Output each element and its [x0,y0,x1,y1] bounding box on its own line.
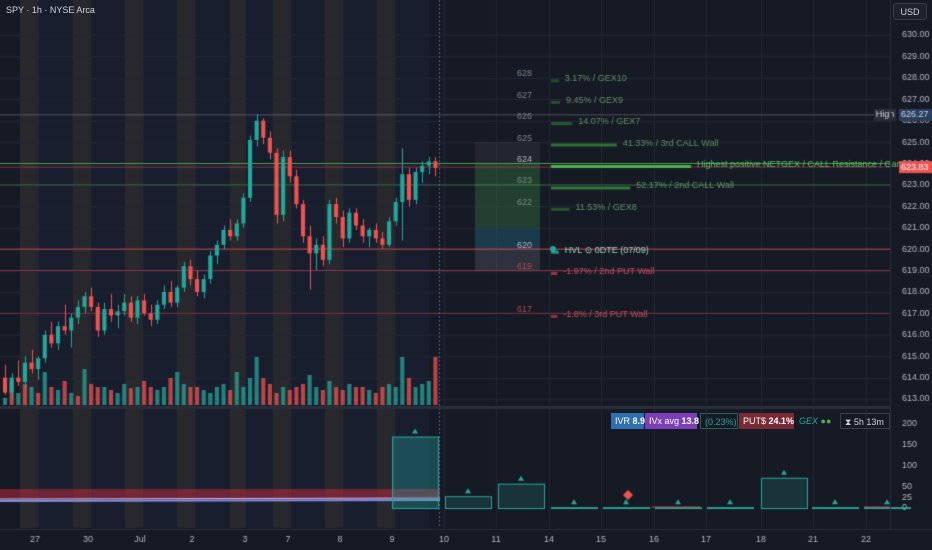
gex-dot-icon: ● [820,416,826,426]
ivr-badge: IVR 8.9 [611,413,645,429]
timer: ⧗ 5h 13m [840,413,890,429]
currency-button[interactable]: USD [893,3,927,20]
gex-dot-icon: ● [825,416,832,426]
symbol-title: SPY · 1h · NYSE Arca [6,5,95,15]
hourglass-icon: ⧗ [845,417,852,427]
ivx-badge: IVx avg 13.8 [645,413,699,429]
puts-badge: PUT$ 24.1% [739,413,794,429]
iv-change: (0.23%) [700,413,738,429]
gex-indicator: GEX ●● [799,416,832,426]
